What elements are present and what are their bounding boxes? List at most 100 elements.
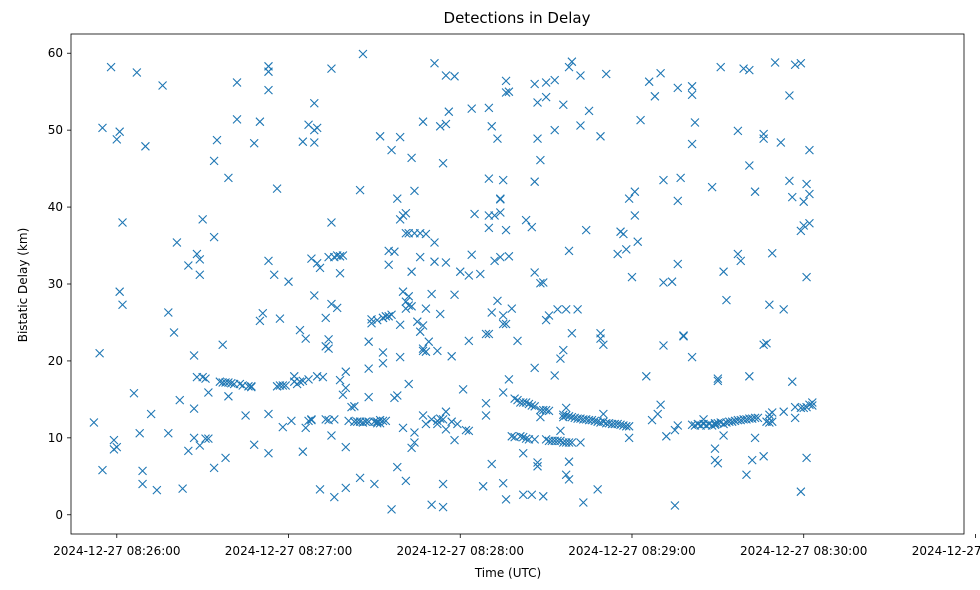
data-point-395 (613, 249, 623, 259)
data-point-42 (203, 434, 213, 444)
data-point-209 (418, 321, 428, 330)
data-point-257 (478, 481, 488, 491)
data-point-415 (656, 400, 665, 410)
data-point-299 (518, 448, 528, 458)
data-point-350 (561, 304, 571, 314)
data-point-104 (309, 98, 319, 108)
data-point-432 (687, 90, 697, 100)
data-point-481 (750, 433, 760, 443)
data-point-213 (418, 411, 428, 420)
data-point-18 (141, 141, 150, 151)
data-point-197 (407, 153, 416, 163)
data-point-245 (450, 290, 459, 300)
data-point-453 (713, 458, 723, 468)
data-point-53 (224, 173, 233, 183)
data-point-158 (372, 315, 382, 325)
y-tick-label-4: 40 (48, 200, 63, 214)
data-point-292 (510, 394, 520, 404)
data-point-67 (249, 138, 259, 148)
data-point-168 (381, 416, 391, 426)
data-point-384 (596, 334, 605, 344)
data-point-19 (146, 409, 156, 419)
data-point-433 (687, 81, 697, 91)
data-point-513 (799, 403, 809, 413)
data-point-230 (435, 121, 445, 131)
data-point-321 (536, 278, 545, 288)
x-tick-label-2: 2024-12-27 08:28:00 (397, 544, 524, 558)
data-point-291 (507, 431, 517, 441)
data-point-156 (370, 417, 379, 427)
data-point-43 (203, 388, 213, 397)
data-point-36 (195, 254, 205, 264)
data-point-90 (295, 377, 305, 387)
data-point-448 (710, 444, 720, 454)
data-point-183 (395, 352, 405, 362)
y-ticks: 0 10 20 30 40 50 60 (48, 46, 71, 522)
data-point-314 (530, 401, 540, 411)
data-point-451 (713, 374, 723, 384)
data-point-212 (418, 117, 428, 127)
data-point-117 (324, 344, 333, 354)
data-point-418 (659, 175, 668, 185)
data-point-65 (246, 382, 256, 392)
data-point-311 (530, 177, 540, 187)
data-point-455 (716, 62, 726, 72)
data-point-227 (432, 346, 442, 356)
data-point-520 (805, 145, 814, 155)
data-point-357 (564, 62, 574, 72)
data-point-225 (432, 419, 442, 429)
y-tick-label-1: 10 (48, 431, 63, 445)
data-point-404 (624, 194, 634, 204)
data-point-490 (764, 418, 774, 427)
data-point-300 (518, 398, 528, 407)
data-point-236 (441, 71, 451, 80)
data-point-86 (286, 416, 296, 426)
data-point-419 (659, 278, 668, 287)
data-point-408 (633, 237, 643, 247)
data-point-315 (530, 434, 540, 444)
y-axis-label: Bistatic Delay (km) (16, 228, 30, 343)
data-point-62 (241, 411, 250, 420)
data-point-403 (624, 433, 634, 443)
data-point-430 (679, 331, 688, 341)
data-point-164 (378, 313, 388, 323)
data-point-302 (521, 215, 531, 225)
x-tick-label-5: 2024-12-27 08:31:00 (912, 544, 980, 558)
data-point-122 (327, 218, 336, 227)
data-point-219 (427, 289, 437, 299)
data-point-69 (255, 316, 265, 326)
data-point-15 (135, 428, 145, 438)
data-point-413 (650, 91, 660, 101)
data-point-30 (189, 351, 199, 360)
data-point-441 (699, 414, 708, 424)
data-point-515 (802, 179, 811, 189)
y-tick-label-0: 0 (55, 508, 63, 522)
data-point-480 (750, 187, 760, 197)
data-point-205 (412, 317, 422, 327)
data-point-234 (438, 158, 448, 168)
data-point-135 (341, 442, 351, 452)
data-point-8 (112, 442, 122, 452)
data-point-10 (115, 287, 125, 297)
data-point-233 (438, 502, 448, 512)
data-point-479 (750, 413, 760, 423)
data-point-517 (802, 453, 811, 463)
data-point-188 (401, 297, 411, 307)
data-point-85 (284, 277, 293, 287)
data-point-238 (441, 258, 451, 267)
data-point-328 (541, 92, 551, 102)
data-point-187 (398, 423, 408, 433)
data-point-423 (670, 425, 680, 435)
data-point-152 (364, 364, 374, 374)
data-point-55 (224, 378, 233, 387)
plot-area (70, 33, 965, 535)
data-point-402 (624, 421, 634, 431)
data-point-508 (796, 487, 806, 497)
data-point-204 (410, 438, 419, 447)
data-point-389 (601, 69, 611, 79)
data-point-127 (332, 303, 342, 313)
data-point-373 (578, 498, 588, 507)
data-point-40 (201, 374, 210, 384)
data-point-98 (304, 416, 313, 426)
data-point-25 (172, 238, 182, 247)
